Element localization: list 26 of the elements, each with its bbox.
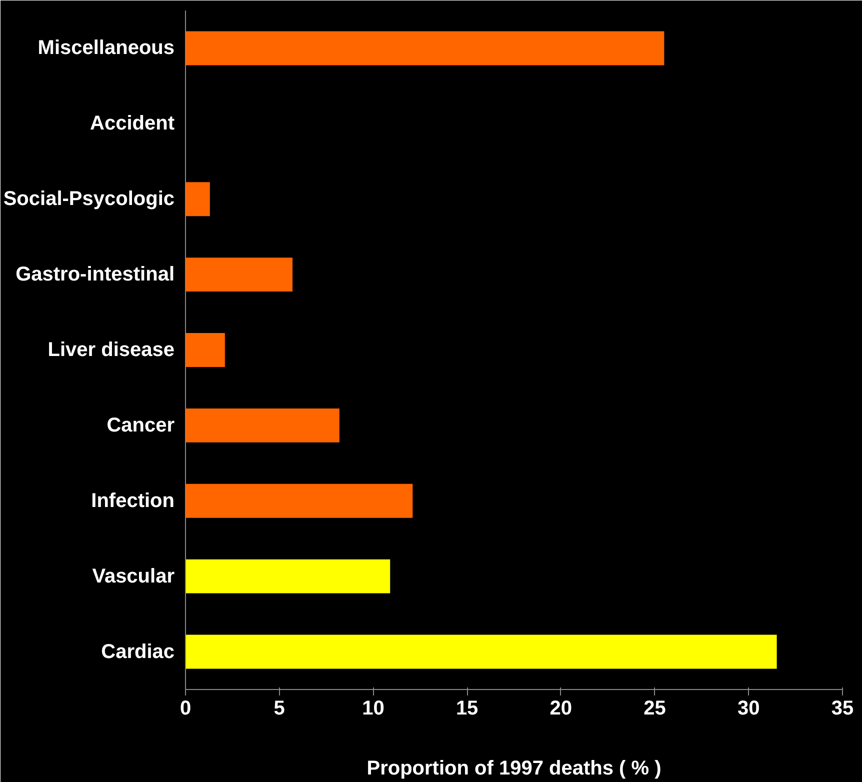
y-tick-label: Miscellaneous <box>38 37 174 60</box>
bar <box>186 559 390 594</box>
bar <box>186 182 210 216</box>
y-tick-label: Vascular <box>92 565 175 588</box>
y-tick-label: Social-Psycologic <box>3 188 174 210</box>
y-tick-label: Gastro-intestinal <box>16 264 175 286</box>
x-tick-label: 30 <box>738 698 760 720</box>
bar <box>186 484 413 518</box>
bar <box>186 634 777 669</box>
x-tick-label: 35 <box>831 698 854 720</box>
bar <box>186 258 292 292</box>
y-tick-label: Cancer <box>106 414 175 436</box>
y-tick-label: Cardiac <box>101 640 175 663</box>
bar <box>186 408 340 442</box>
x-tick-label: 5 <box>274 698 285 720</box>
x-tick-label: 20 <box>550 698 572 720</box>
bar <box>186 333 225 367</box>
x-tick-label: 25 <box>644 698 666 720</box>
x-tick-label: 10 <box>362 698 384 720</box>
x-tick-label: 0 <box>180 698 192 720</box>
y-tick-label: Infection <box>91 490 175 512</box>
y-tick-label: Accident <box>90 112 175 135</box>
bar <box>186 31 664 66</box>
x-tick-label: 15 <box>456 698 478 720</box>
x-axis-title: Proportion of 1997 deaths ( % ) <box>366 758 662 780</box>
y-tick-label: Liver disease <box>48 339 174 361</box>
